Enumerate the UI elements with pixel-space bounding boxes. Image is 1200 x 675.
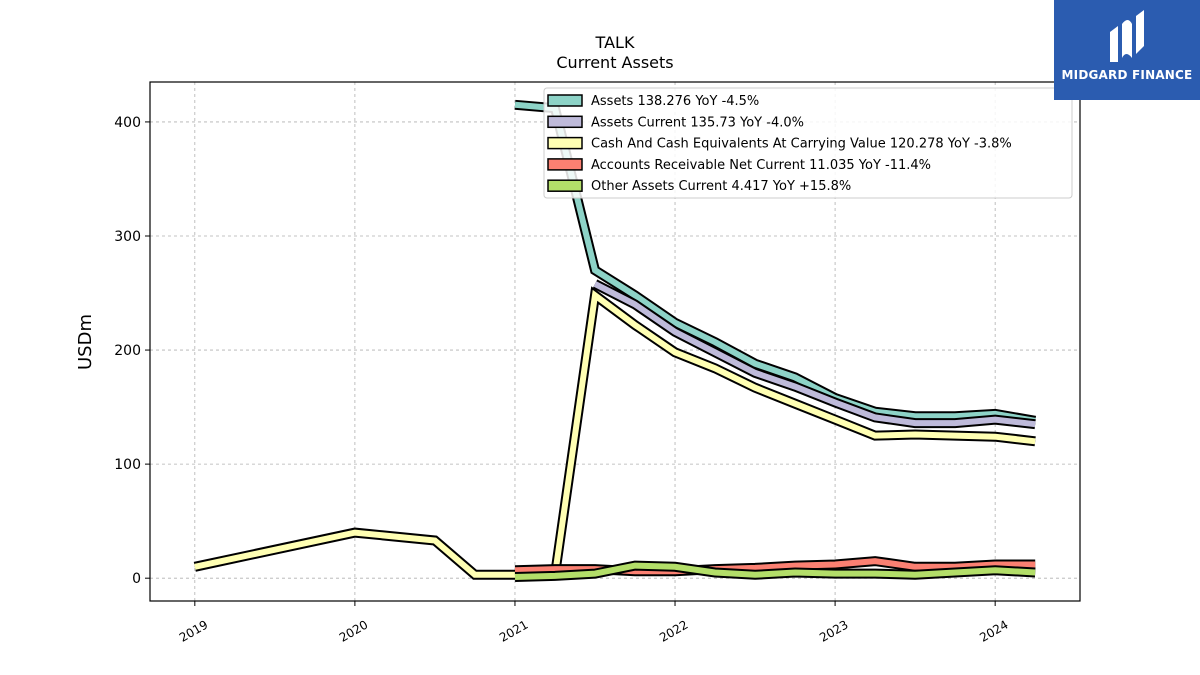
series-fill [194,289,1036,578]
y-tick-label: 300 [114,229,141,245]
y-axis-label: USDm [75,314,96,370]
legend-label: Assets 138.276 YoY -4.5% [591,94,759,109]
chart-subtitle: Current Assets [556,53,673,72]
series-outline [592,279,1036,430]
y-tick-label: 400 [114,115,141,131]
series-line [514,560,1036,582]
x-tick-label: 2022 [657,617,690,644]
logo-text: MIDGARD FINANCE [1061,68,1193,82]
y-tick-label: 200 [114,343,141,359]
midgard-logo-icon [1110,10,1144,62]
legend-swatch [547,179,583,192]
series-line [514,99,1037,426]
y-tick-label: 0 [132,571,141,587]
x-tick-label: 2024 [977,617,1010,644]
legend-swatch [547,94,583,107]
legend-frame [543,87,1073,199]
series-lines [193,99,1037,582]
x-tick-label: 2020 [337,617,370,644]
x-ticks: 2019 2020 2021 2022 2023 2024 [177,601,1011,645]
legend-swatch [547,158,583,171]
legend-swatch [547,115,583,129]
legend-label: Accounts Receivable Net Current 11.035 Y… [591,158,931,173]
legend-label: Assets Current 135.73 YoY -4.0% [591,115,804,130]
plot-frame [149,81,1081,602]
legend-label: Other Assets Current 4.417 YoY +15.8% [591,179,851,194]
series-line [193,286,1036,580]
y-ticks: 0 100 200 300 400 [114,115,150,587]
logo: MIDGARD FINANCE [1054,0,1200,100]
chart-title: TALK [595,33,635,52]
series-fill [593,281,1036,428]
series-line [592,279,1036,430]
series-fill [514,562,1036,580]
x-tick-label: 2023 [817,617,850,644]
legend-swatch [547,136,583,150]
legend: Assets 138.276 YoY -4.5% Assets Current 1… [543,87,1073,199]
x-tick-label: 2019 [177,617,210,644]
y-tick-label: 100 [114,457,141,473]
x-tick-label: 2021 [497,617,530,644]
series-fill [514,101,1036,424]
legend-label: Cash And Cash Equivalents At Carrying Va… [591,137,1012,152]
